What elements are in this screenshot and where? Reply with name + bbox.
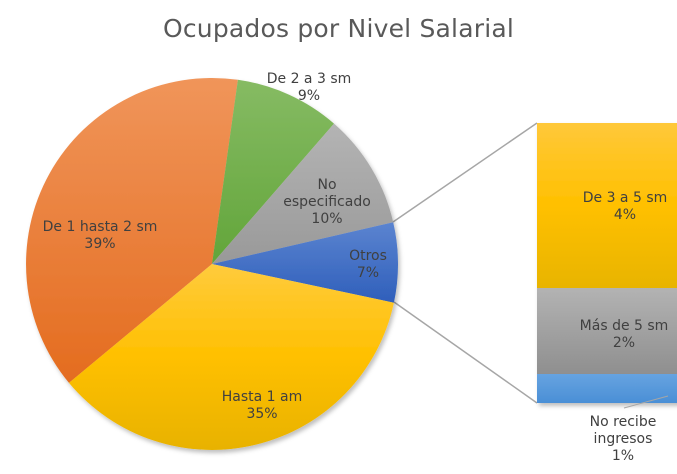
label-no-recibe-ingresos: No recibe ingresos 1% (589, 414, 657, 464)
slice-hasta-1-am[interactable] (69, 264, 394, 450)
pie (26, 77, 398, 450)
chart-title: Ocupados por Nivel Salarial (162, 14, 515, 43)
bar-segment-mas-de-5-sm[interactable] (537, 288, 677, 374)
label-otros: Otros 7% (349, 248, 387, 281)
connector-line-top (392, 122, 538, 223)
label-hasta-1-am: Hasta 1 am 35% (221, 389, 303, 422)
label-de-1-hasta-2-sm: De 1 hasta 2 sm 39% (42, 219, 158, 252)
label-mas-de-5-sm: Más de 5 sm 2% (579, 318, 669, 351)
bar-segment-de-3-a-5-sm[interactable] (537, 123, 677, 288)
label-de-2-a-3-sm: De 2 a 3 sm 9% (266, 71, 352, 104)
slice-de-2-a-3-sm[interactable] (212, 79, 334, 264)
slice-no-especificado[interactable] (212, 123, 394, 264)
secondary-bar (537, 123, 677, 403)
slice-otros[interactable] (212, 222, 398, 303)
label-de-3-a-5-sm: De 3 a 5 sm 4% (582, 190, 668, 223)
leader-line-no-recibe (623, 395, 669, 409)
label-no-especificado: No especificado 10% (283, 177, 371, 227)
slice-de-1-hasta-2-sm[interactable] (26, 77, 238, 383)
bar-segment-no-recibe-ingresos[interactable] (537, 374, 677, 403)
connector-line-bottom (393, 301, 538, 404)
